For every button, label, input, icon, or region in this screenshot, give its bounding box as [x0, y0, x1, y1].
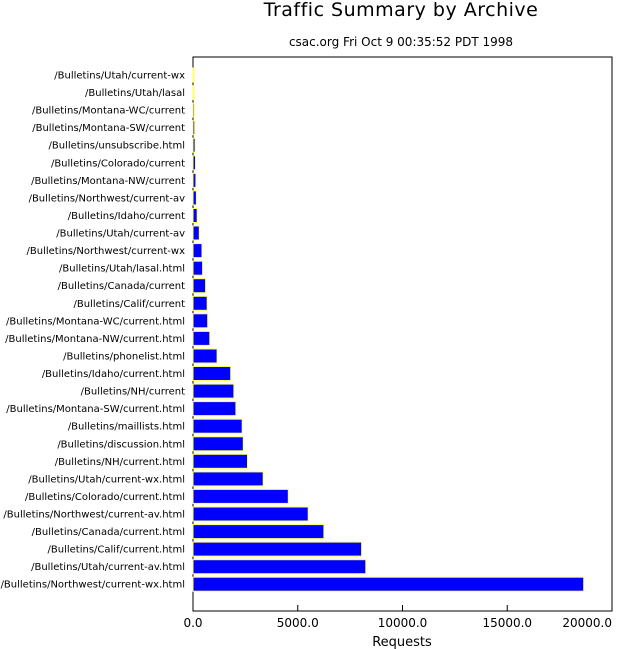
x-axis-label: Requests	[372, 635, 432, 649]
bar	[192, 155, 196, 171]
category-label: /Bulletins/Idaho/current	[68, 211, 185, 222]
category-label: /Bulletins/Northwest/current-wx.html	[1, 580, 185, 591]
bar	[192, 330, 211, 346]
bar	[192, 366, 232, 381]
x-axis-ticks-group: 0.0 5000.0 10000.0 15000.0 20000.0	[183, 605, 613, 630]
category-labels-group: /Bulletins/Utah/current-wx/Bulletins/Uta…	[1, 71, 186, 591]
category-label: /Bulletins/unsubscribe.html	[48, 141, 185, 152]
bar	[192, 436, 244, 452]
category-label: /Bulletins/Calif/current	[73, 299, 185, 310]
bar	[192, 137, 196, 153]
bar	[192, 278, 207, 294]
category-label: /Bulletins/Utah/lasal.html	[59, 264, 185, 275]
bar	[192, 506, 309, 522]
bar	[192, 576, 585, 592]
bar	[192, 471, 264, 487]
category-label: /Bulletins/Utah/current-av.html	[31, 562, 185, 573]
bar	[192, 348, 218, 364]
category-label: /Bulletins/Utah/current-wx	[54, 71, 185, 82]
x-tick-label: 10000.0	[378, 616, 428, 630]
category-label: /Bulletins/NH/current.html	[55, 457, 185, 468]
bars-group	[192, 67, 585, 592]
category-label: /Bulletins/Colorado/current.html	[25, 492, 185, 503]
category-label: /Bulletins/Idaho/current.html	[42, 369, 185, 380]
category-label: /Bulletins/phonelist.html	[63, 352, 185, 363]
bar	[192, 488, 289, 504]
bar	[192, 295, 208, 311]
category-label: /Bulletins/Northwest/current-av.html	[3, 510, 185, 521]
bar	[192, 260, 204, 276]
x-tick-label: 0.0	[183, 616, 202, 630]
bar	[192, 383, 235, 399]
category-label: /Bulletins/Utah/lasal	[85, 88, 185, 99]
bar	[192, 559, 367, 575]
category-label: /Bulletins/Utah/current-av	[56, 229, 185, 240]
bar	[192, 453, 248, 469]
category-label: /Bulletins/Montana-SW/current.html	[6, 404, 185, 415]
bar	[192, 172, 197, 188]
category-label: /Bulletins/Canada/current.html	[32, 527, 185, 538]
category-label: /Bulletins/maillists.html	[68, 422, 185, 433]
category-label: /Bulletins/Montana-WC/current	[32, 106, 185, 117]
category-label: /Bulletins/Montana-NW/current	[31, 176, 185, 187]
bar	[192, 190, 197, 206]
x-tick-label: 20000.0	[562, 616, 612, 630]
chart-subtitle: csac.org Fri Oct 9 00:35:52 PDT 1998	[289, 35, 513, 49]
category-label: /Bulletins/discussion.html	[57, 439, 185, 450]
category-label: /Bulletins/Utah/current-wx.html	[28, 474, 185, 485]
bar	[192, 418, 243, 434]
x-tick-label: 5000.0	[277, 616, 319, 630]
bar	[192, 225, 200, 241]
x-tick-label: 15000.0	[482, 616, 532, 630]
category-label: /Bulletins/Montana-WC/current.html	[6, 316, 185, 327]
category-label: /Bulletins/Northwest/current-wx	[27, 246, 186, 257]
bar	[192, 67, 195, 83]
bar	[192, 313, 209, 329]
category-label: /Bulletins/Colorado/current	[51, 158, 185, 169]
category-label: /Bulletins/NH/current	[81, 387, 185, 398]
category-label: /Bulletins/Canada/current	[58, 281, 185, 292]
category-label: /Bulletins/Northwest/current-av	[29, 193, 186, 204]
chart-title: Traffic Summary by Archive	[263, 0, 539, 21]
bar	[192, 541, 363, 557]
bar	[192, 120, 196, 136]
bar	[192, 102, 195, 118]
bar	[192, 208, 198, 223]
category-label: /Bulletins/Calif/current.html	[48, 545, 185, 556]
bar	[192, 524, 325, 540]
bar	[192, 85, 195, 101]
bar	[192, 243, 203, 259]
bar	[192, 401, 237, 417]
category-label: /Bulletins/Montana-NW/current.html	[5, 334, 185, 345]
category-label: /Bulletins/Montana-SW/current	[32, 123, 185, 134]
